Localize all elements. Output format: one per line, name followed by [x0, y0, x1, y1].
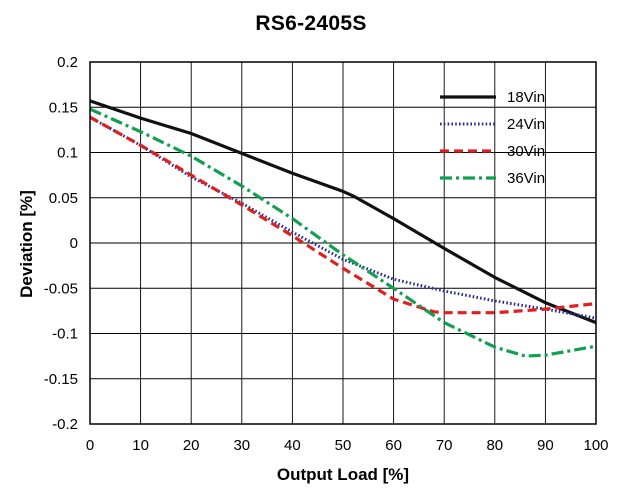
plot-frame: [89, 61, 597, 425]
x-tick-label: 0: [86, 437, 94, 454]
tick-labels: 0 10 20 30 40 50 60 70 80 90 100 0.2 0.15 0.1 0.05 0 -0.…: [44, 54, 609, 454]
legend: 18Vin 24Vin 30Vin 36Vin: [440, 89, 545, 187]
x-tick-label: 40: [284, 437, 301, 454]
y-tick-label: -0.2: [52, 416, 78, 433]
x-tick-label: 90: [537, 437, 554, 454]
x-tick-label: 60: [385, 437, 402, 454]
y-tick-label: -0.05: [44, 280, 78, 297]
series-line-24Vin: [89, 115, 597, 320]
x-tick-label: 80: [486, 437, 503, 454]
series-layer: [89, 99, 597, 358]
y-tick-label: -0.1: [52, 326, 78, 343]
legend-label-18Vin: 18Vin: [507, 89, 545, 106]
x-tick-label: 50: [335, 437, 352, 454]
y-tick-label: 0: [70, 235, 78, 252]
legend-label-30Vin: 30Vin: [507, 143, 545, 160]
legend-label-24Vin: 24Vin: [507, 116, 545, 133]
y-tick-label: 0.2: [57, 54, 78, 71]
y-tick-label: -0.15: [44, 371, 78, 388]
x-tick-label: 10: [132, 437, 149, 454]
x-tick-label: 30: [233, 437, 250, 454]
x-tick-label: 70: [436, 437, 453, 454]
x-tick-label: 100: [583, 437, 608, 454]
chart-title: RS6-2405S: [255, 12, 367, 35]
series-line-18Vin: [89, 99, 597, 325]
legend-label-36Vin: 36Vin: [507, 170, 545, 187]
y-tick-label: 0.1: [57, 145, 78, 162]
y-tick-label: 0.05: [49, 190, 78, 207]
series-line-36Vin: [89, 107, 597, 358]
x-axis-label: Output Load [%]: [276, 465, 410, 484]
y-tick-label: 0.15: [49, 99, 78, 116]
series-line-30Vin: [89, 115, 597, 315]
x-tick-label: 20: [183, 437, 200, 454]
